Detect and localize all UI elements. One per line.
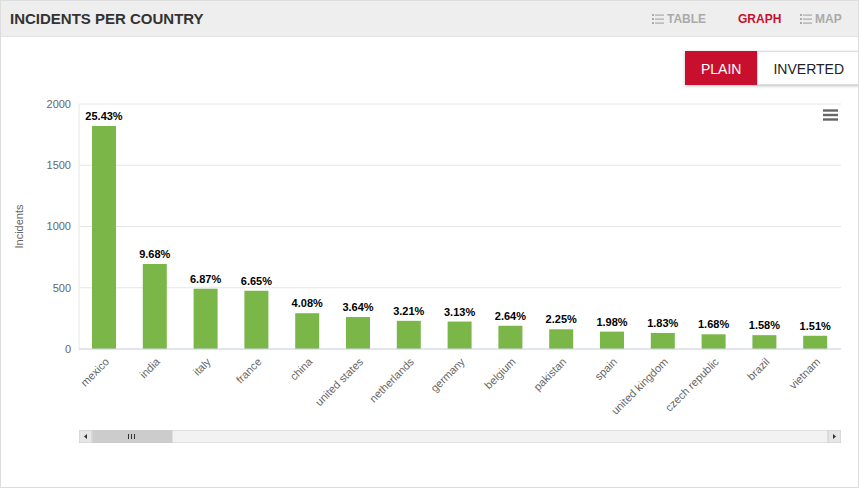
- svg-text:mexico: mexico: [78, 355, 111, 388]
- html-text:INVERTED: INVERTED: [773, 61, 844, 77]
- svg-text:3.13%: 3.13%: [444, 306, 475, 318]
- svg-text:belgium: belgium: [482, 355, 518, 391]
- svg-text:united kingdom: united kingdom: [609, 355, 670, 416]
- svg-text:3.64%: 3.64%: [342, 301, 373, 313]
- svg-text:1.58%: 1.58%: [749, 319, 780, 331]
- svg-text:italy: italy: [191, 355, 214, 378]
- svg-text:china: china: [287, 355, 315, 383]
- svg-text:1500: 1500: [47, 159, 71, 171]
- svg-text:25.43%: 25.43%: [85, 110, 123, 122]
- svg-text:netherlands: netherlands: [367, 355, 416, 404]
- svg-text:2000: 2000: [47, 98, 71, 110]
- svg-text:united states: united states: [313, 355, 366, 408]
- svg-text:1.68%: 1.68%: [698, 318, 729, 330]
- html-text:INCIDENTS PER COUNTRY: INCIDENTS PER COUNTRY: [10, 10, 204, 27]
- svg-text:9.68%: 9.68%: [139, 248, 170, 260]
- svg-text:france: france: [234, 355, 264, 385]
- svg-text:1000: 1000: [47, 220, 71, 232]
- html-text:PLAIN: PLAIN: [701, 61, 742, 77]
- svg-text:brazil: brazil: [745, 355, 772, 382]
- svg-text:6.65%: 6.65%: [241, 275, 272, 287]
- svg-text:2.25%: 2.25%: [546, 313, 577, 325]
- svg-text:india: india: [137, 355, 163, 381]
- html-text:GRAPH: GRAPH: [738, 12, 782, 26]
- html-text:MAP: MAP: [815, 12, 842, 26]
- svg-text:0: 0: [65, 343, 71, 355]
- svg-text:vietnam: vietnam: [787, 355, 823, 391]
- svg-text:500: 500: [53, 282, 71, 294]
- svg-text:1.98%: 1.98%: [596, 316, 627, 328]
- svg-text:Incidents: Incidents: [13, 204, 25, 249]
- svg-text:6.87%: 6.87%: [190, 273, 221, 285]
- svg-text:pakistan: pakistan: [531, 355, 568, 392]
- svg-text:3.21%: 3.21%: [393, 305, 424, 317]
- svg-text:4.08%: 4.08%: [292, 297, 323, 309]
- svg-text:1.83%: 1.83%: [647, 317, 678, 329]
- svg-text:2.64%: 2.64%: [495, 310, 526, 322]
- svg-text:czech republic: czech republic: [663, 355, 722, 414]
- svg-text:1.51%: 1.51%: [800, 320, 831, 332]
- svg-text:germany: germany: [428, 355, 467, 394]
- svg-text:spain: spain: [592, 355, 619, 382]
- html-text:TABLE: TABLE: [667, 12, 707, 26]
